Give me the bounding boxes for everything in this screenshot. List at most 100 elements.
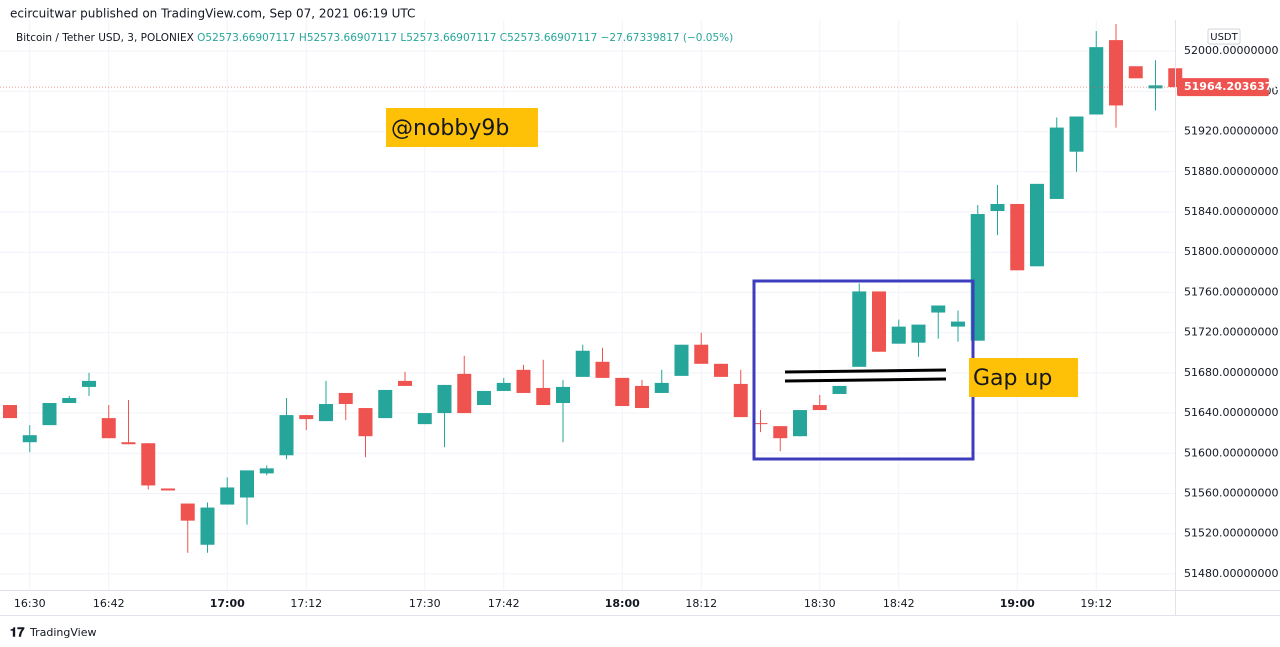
x-tick-label: 17:42: [488, 597, 520, 610]
y-tick-label: 51680.00000000: [1184, 366, 1278, 379]
gap-line: [784, 368, 947, 374]
candle-body: [398, 380, 412, 386]
y-tick-label: 51480.00000000: [1184, 567, 1278, 580]
candle-body: [3, 405, 17, 419]
y-tick-label: 51640.00000000: [1184, 406, 1278, 419]
candle-body: [358, 408, 373, 437]
open-value: O52573.66907117: [197, 32, 295, 44]
annotation-box: [969, 358, 1078, 397]
y-tick-label: 51800.00000000: [1184, 245, 1278, 258]
candle-body: [1030, 183, 1044, 267]
candle-body: [793, 410, 807, 437]
x-tick-label: 16:42: [93, 597, 125, 610]
candle-body: [319, 404, 333, 422]
candle-body: [477, 390, 491, 406]
candle-body: [141, 443, 156, 486]
x-tick-label: 17:12: [290, 597, 322, 610]
candle-body: [575, 350, 590, 377]
candle-body: [1128, 66, 1143, 79]
x-tick-label: 17:00: [210, 597, 245, 610]
y-tick-label: 51520.00000000: [1184, 527, 1278, 540]
y-tick-label: 51720.00000000: [1184, 326, 1278, 339]
annotation: @nobby9b: [391, 116, 509, 141]
x-tick-label: 16:30: [14, 597, 46, 610]
candle-body: [911, 324, 926, 343]
candle-body: [951, 321, 965, 327]
candle-body: [42, 403, 57, 426]
candle-body: [990, 203, 1005, 212]
candle-body: [852, 291, 867, 367]
x-tick-label: 19:00: [1000, 597, 1035, 610]
candle-body: [378, 389, 393, 419]
candle-body: [714, 363, 728, 377]
candle-body: [279, 415, 294, 456]
candle-body: [773, 426, 788, 439]
candle-body: [891, 326, 906, 344]
candle-body: [299, 415, 314, 420]
change-value: −27.67339817 (−0.05%): [601, 32, 734, 44]
low-value: L52573.66907117: [400, 32, 496, 44]
symbol: Bitcoin / Tether USD, 3, POLONIEX: [16, 32, 194, 44]
annotation-box: [386, 108, 538, 147]
candle-body: [516, 369, 531, 393]
candle-body: [536, 387, 551, 406]
y-tick-label: 51600.00000000: [1184, 446, 1278, 459]
candle-body: [654, 382, 669, 393]
close-value: C52573.66907117: [500, 32, 598, 44]
last-price-box: [1177, 78, 1269, 97]
candle-body: [496, 382, 511, 391]
currency-box: [1207, 28, 1241, 45]
candle-body: [417, 413, 432, 425]
candle-body: [62, 397, 77, 404]
y-tick-label: 52000.00000000: [1184, 44, 1278, 57]
candles: [3, 24, 1183, 553]
gap-line: [784, 377, 947, 383]
candle-body: [832, 385, 847, 394]
y-tick-label: 51760.00000000: [1184, 285, 1278, 298]
legend-line: Bitcoin / Tether USD, 3, POLONIEX O52573…: [16, 32, 733, 44]
y-tick-label: 51840.00000000: [1184, 205, 1278, 218]
high-value: H52573.66907117: [299, 32, 397, 44]
candle-body: [733, 383, 748, 418]
y-tick-label: 51560.00000000: [1184, 486, 1278, 499]
candle-body: [812, 405, 827, 411]
footer: TradingView: [29, 626, 96, 639]
candle-body: [1010, 203, 1025, 271]
candle-body: [338, 392, 353, 405]
candle-body: [694, 344, 709, 364]
candle-body: [615, 377, 630, 407]
x-tick-label: 19:12: [1080, 597, 1112, 610]
candle-body: [457, 373, 472, 414]
y-tick-label: 51920.00000000: [1184, 125, 1278, 138]
x-tick-label: 18:12: [685, 597, 717, 610]
publisher: ecircuitwar published on TradingView.com…: [10, 7, 415, 21]
candle-body: [1109, 40, 1123, 106]
candle-body: [22, 435, 37, 443]
x-tick-label: 17:30: [409, 597, 441, 610]
x-tick-label: 18:30: [804, 597, 836, 610]
candle-body: [872, 291, 886, 352]
candle-body: [161, 488, 175, 491]
logo: 𝟏𝟕: [10, 626, 25, 641]
candle-body: [931, 305, 946, 313]
candle-body: [180, 503, 195, 521]
candle-body: [101, 418, 116, 439]
candle-body: [121, 442, 136, 445]
candle-body: [220, 487, 235, 505]
candle-body: [240, 470, 254, 498]
candle-body: [1049, 127, 1064, 199]
candle-body: [1069, 116, 1084, 152]
x-tick-label: 18:42: [883, 597, 915, 610]
candle-body: [556, 386, 570, 404]
grid: [0, 20, 1175, 590]
currency: USDT: [1210, 32, 1238, 43]
candle-body: [595, 361, 610, 378]
candle-body: [200, 507, 215, 545]
candle-body: [1089, 47, 1104, 115]
candle-body: [753, 423, 768, 425]
candle-body: [82, 380, 96, 387]
x-tick-label: 18:00: [605, 597, 640, 610]
